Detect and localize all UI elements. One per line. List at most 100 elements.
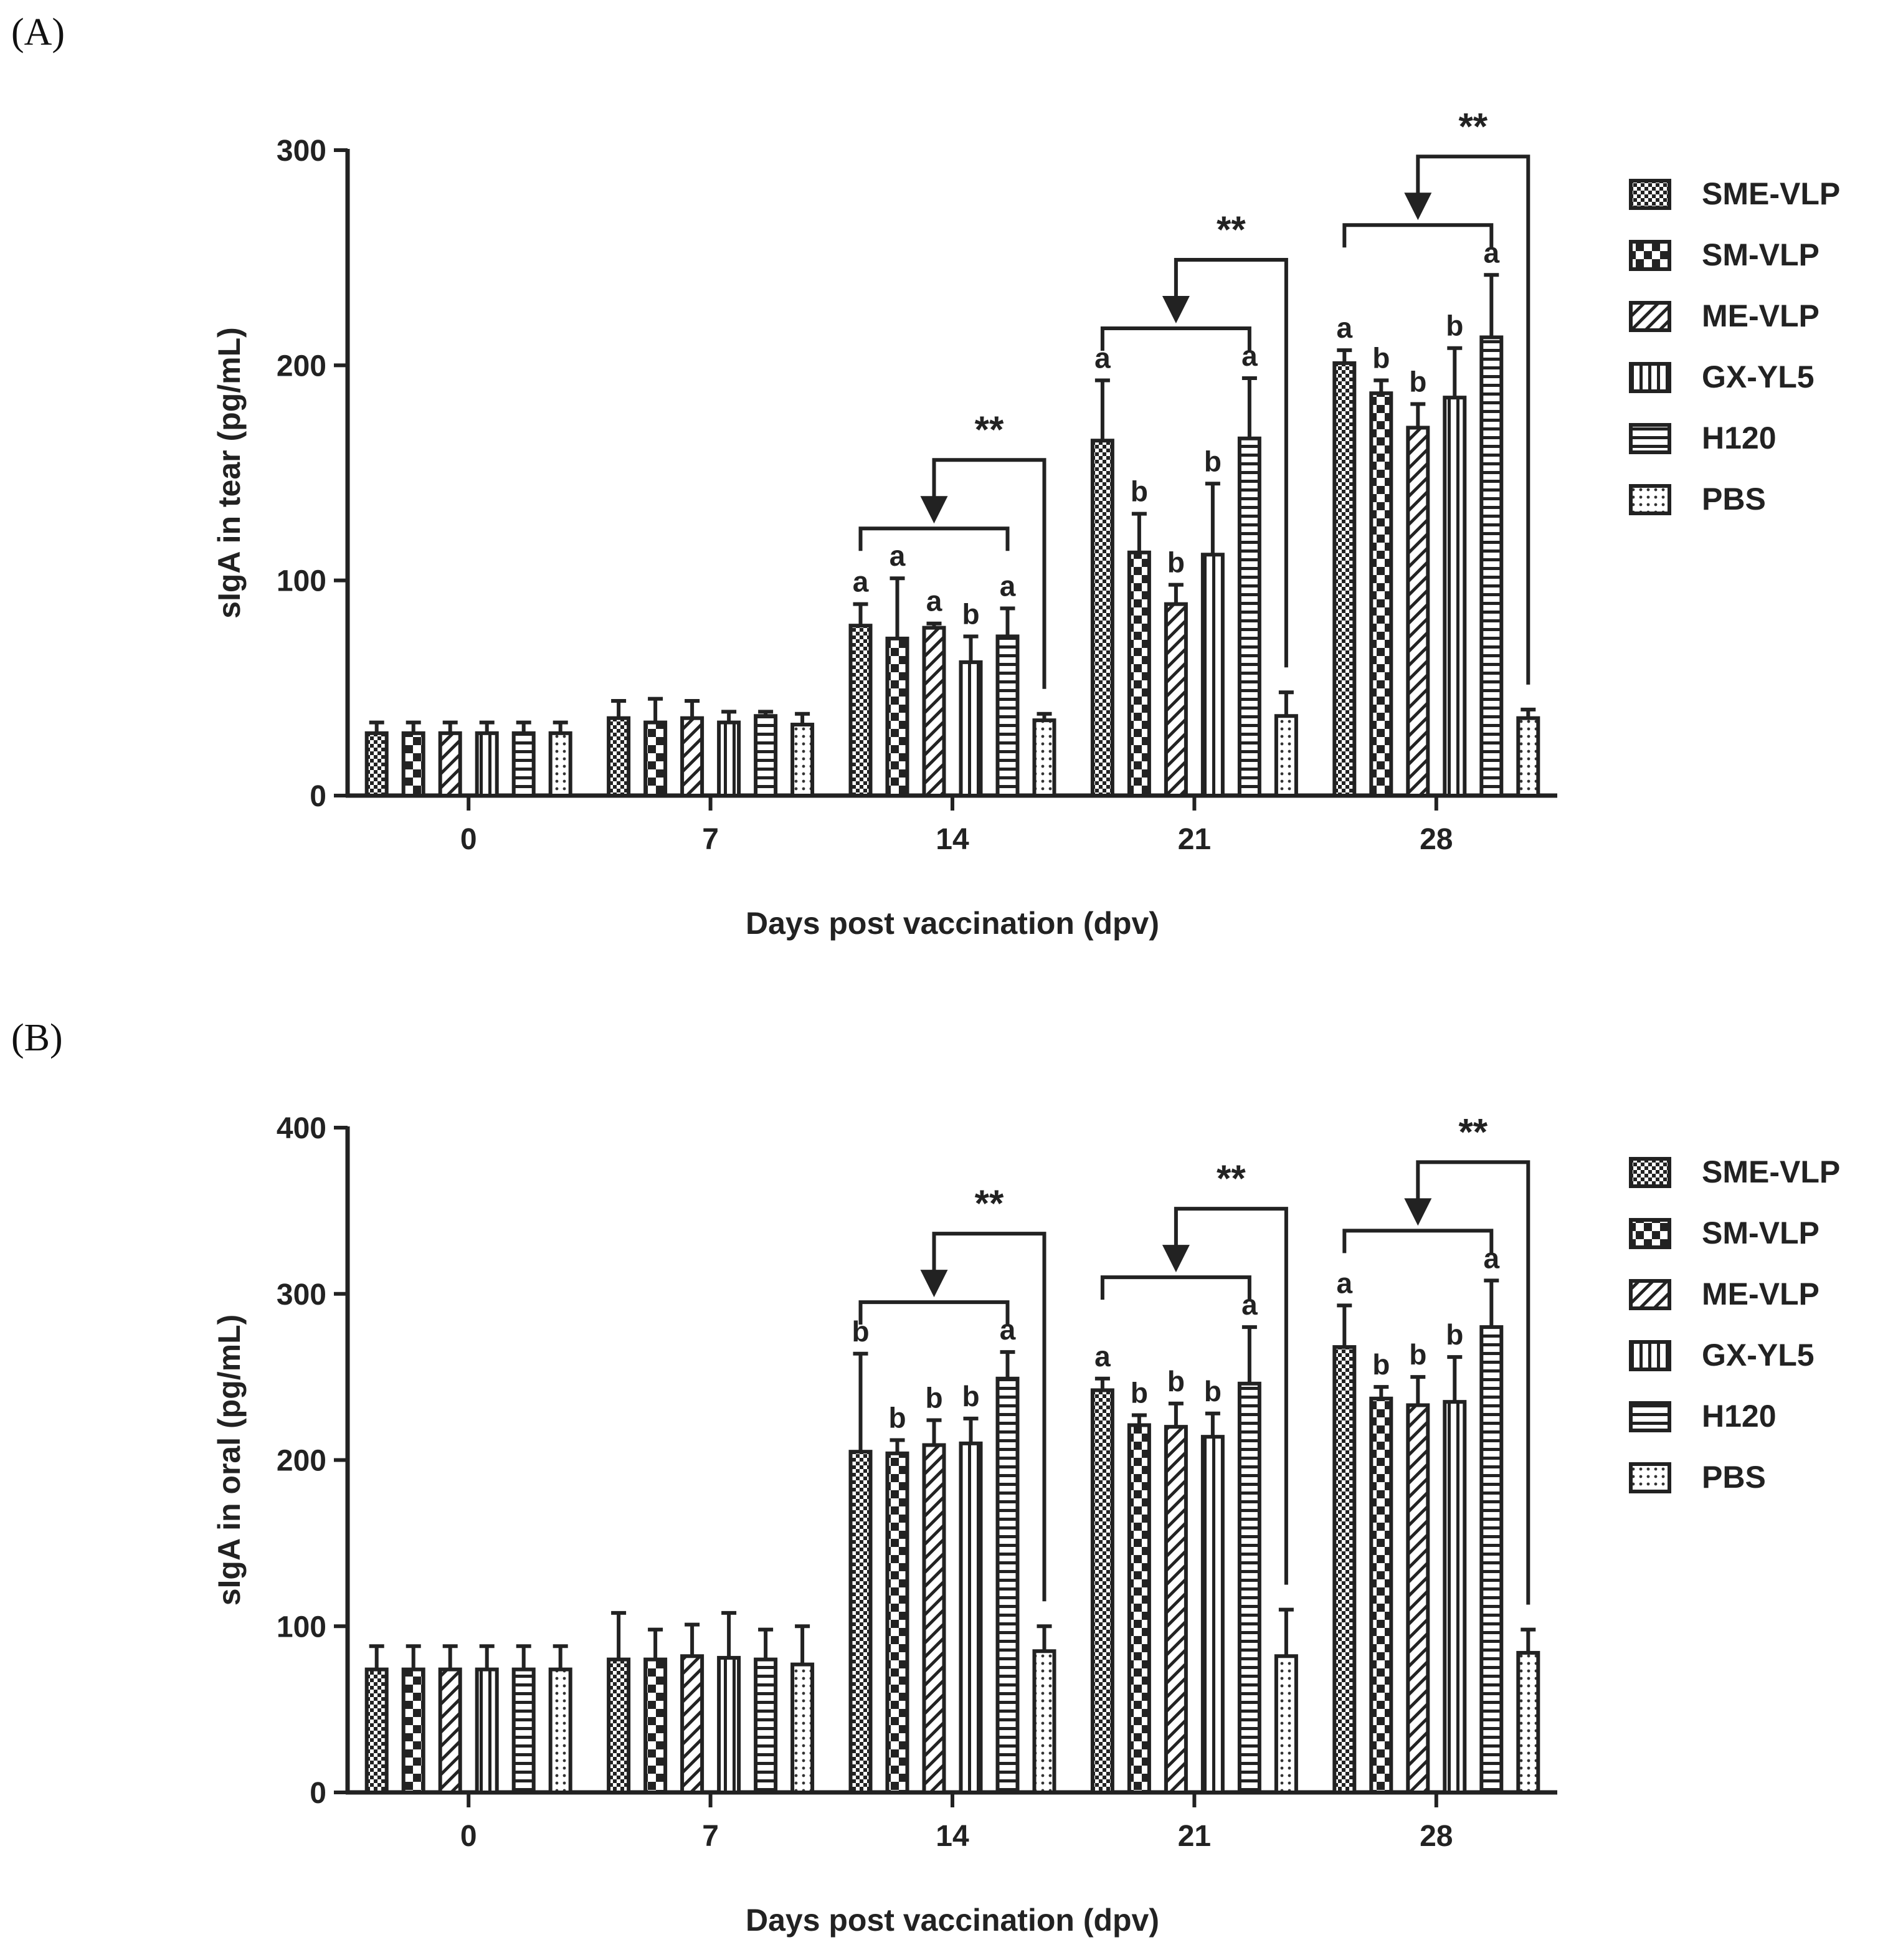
x-tick-label: 14 <box>936 823 969 856</box>
bar <box>885 1451 909 1795</box>
x-tick-label: 28 <box>1420 1820 1453 1853</box>
significance-letter: a <box>1000 570 1016 602</box>
bar <box>885 636 909 797</box>
legend-swatch <box>1629 1340 1671 1371</box>
comparison-line <box>1416 155 1530 685</box>
bar <box>364 1667 389 1794</box>
significance-letter: b <box>1167 1365 1185 1397</box>
x-tick-label: 28 <box>1420 823 1453 856</box>
x-axis-title: Days post vaccination (dpv) <box>746 1903 1159 1938</box>
significance-letter: a <box>890 540 906 572</box>
bar <box>1200 553 1225 798</box>
bar <box>475 1667 499 1794</box>
significance-letter: b <box>1409 1338 1426 1371</box>
bar <box>548 731 572 798</box>
arrowhead-icon <box>1162 1245 1190 1273</box>
significance-letter: a <box>1337 312 1353 344</box>
legend-label: H120 <box>1702 421 1777 455</box>
comparison-line <box>932 1232 1046 1602</box>
legend-label: SM-VLP <box>1702 237 1820 272</box>
bar <box>1443 1400 1467 1794</box>
bar <box>548 1667 572 1794</box>
significance-stars: ** <box>1217 209 1246 250</box>
legend-label: SME-VLP <box>1702 176 1840 211</box>
y-axis-title: sIgA in oral (pg/mL) <box>212 1315 247 1606</box>
group-bracket <box>1342 223 1494 248</box>
legend-label: GX-YL5 <box>1702 1338 1815 1372</box>
bar <box>1274 714 1298 798</box>
significance-letter: b <box>1372 1348 1390 1381</box>
bar <box>364 731 389 798</box>
bar <box>959 1441 983 1794</box>
bar <box>790 1662 815 1795</box>
significance-stars: ** <box>1458 105 1488 147</box>
bar <box>1237 1381 1261 1794</box>
significance-letter: a <box>926 585 942 617</box>
legend-swatch <box>1629 1218 1671 1249</box>
y-tick-label: 200 <box>277 350 326 383</box>
bar <box>1127 550 1151 797</box>
bar <box>607 716 631 798</box>
bar <box>511 731 536 798</box>
legend-swatch <box>1629 423 1671 454</box>
bar <box>1369 391 1393 797</box>
significance-letter: a <box>853 566 869 598</box>
x-tick-label: 21 <box>1178 823 1211 856</box>
x-axis-title: Days post vaccination (dpv) <box>746 906 1159 941</box>
y-tick-label: 300 <box>277 135 326 168</box>
bar <box>995 634 1020 797</box>
bar <box>1164 602 1188 797</box>
bar <box>717 1655 741 1795</box>
bar <box>1443 396 1467 797</box>
legend-swatch <box>1629 301 1671 332</box>
bar <box>1369 1396 1393 1794</box>
legend-label: ME-VLP <box>1702 298 1820 333</box>
comparison-line <box>932 458 1046 689</box>
panel-label-b: (B) <box>11 1017 63 1059</box>
bar <box>790 723 815 798</box>
bar <box>401 1667 425 1794</box>
y-tick-label: 0 <box>310 1777 326 1810</box>
arrowhead-icon <box>920 1270 948 1298</box>
significance-letter: b <box>1446 310 1463 342</box>
bar <box>1127 1423 1151 1794</box>
legend-swatch <box>1629 484 1671 515</box>
y-axis-title: sIgA in tear (pg/mL) <box>212 327 247 619</box>
comparison-line <box>1416 1160 1530 1605</box>
significance-letter: b <box>1204 445 1222 477</box>
bar <box>1479 1325 1504 1795</box>
significance-letter: b <box>888 1401 906 1434</box>
x-tick-label: 0 <box>460 823 477 856</box>
significance-letter: b <box>962 597 979 630</box>
x-tick-label: 7 <box>702 1820 719 1853</box>
y-tick-label: 400 <box>277 1112 326 1145</box>
bar <box>643 720 668 797</box>
y-tick-label: 300 <box>277 1278 326 1311</box>
group-bracket <box>858 1300 1010 1325</box>
legend-label: GX-YL5 <box>1702 359 1815 394</box>
significance-stars: ** <box>975 409 1004 450</box>
significance-stars: ** <box>975 1182 1004 1224</box>
bar <box>848 1450 873 1795</box>
legend-swatch <box>1629 1279 1671 1310</box>
bar <box>1406 426 1430 797</box>
legend-swatch <box>1629 1157 1671 1188</box>
arrowhead-icon <box>920 496 948 524</box>
bar <box>959 660 983 797</box>
panel-label-a: (A) <box>11 11 65 54</box>
bar <box>607 1657 631 1795</box>
bar <box>754 714 778 798</box>
legend-label: PBS <box>1702 482 1766 516</box>
bar <box>511 1667 536 1794</box>
group-bracket <box>1342 1229 1494 1254</box>
significance-letter: a <box>1337 1267 1353 1299</box>
bar <box>754 1657 778 1795</box>
comparison-line <box>1174 1207 1288 1585</box>
x-tick-label: 21 <box>1178 1820 1211 1853</box>
bar <box>680 716 705 798</box>
group-bracket <box>1100 326 1251 351</box>
bar <box>922 626 946 797</box>
arrowhead-icon <box>1404 1198 1432 1226</box>
y-tick-label: 200 <box>277 1445 326 1478</box>
